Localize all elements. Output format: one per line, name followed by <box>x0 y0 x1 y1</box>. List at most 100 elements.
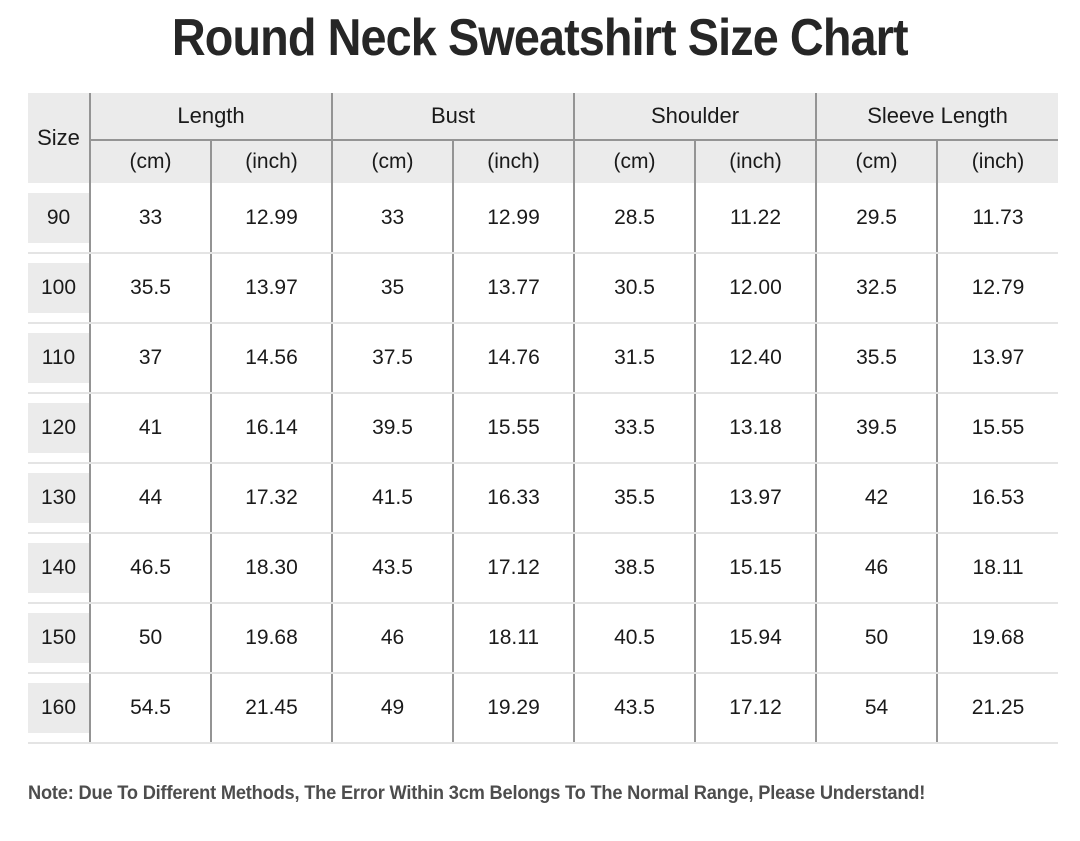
size-value: 90 <box>28 192 89 243</box>
cell-sleeve-inch: 18.11 <box>936 533 1059 604</box>
cell-shoulder-cm: 30.5 <box>573 253 696 324</box>
size-cell: 160 <box>28 673 90 744</box>
size-value: 130 <box>28 473 89 523</box>
cell-sleeve-inch: 13.97 <box>936 323 1059 394</box>
cell-shoulder-inch: 12.40 <box>694 323 817 394</box>
cell-bust-inch: 13.77 <box>452 253 575 324</box>
cell-bust-inch: 15.55 <box>452 393 575 464</box>
cell-bust-cm: 46 <box>331 603 454 674</box>
cell-sleeve-inch: 16.53 <box>936 463 1059 534</box>
cell-length-inch: 14.56 <box>209 323 333 394</box>
cell-length-cm: 54.5 <box>89 673 211 744</box>
page-title-text: Round Neck Sweatshirt Size Chart <box>172 9 909 67</box>
cell-sleeve-inch: 15.55 <box>936 393 1059 464</box>
cell-sleeve-cm: 50 <box>815 603 938 674</box>
cell-length-inch: 18.30 <box>209 533 333 604</box>
cell-shoulder-inch: 15.15 <box>694 533 817 604</box>
cell-bust-cm: 35 <box>331 253 454 324</box>
column-group-length: Length <box>88 93 333 141</box>
column-group-shoulder: Shoulder <box>573 93 817 141</box>
cell-sleeve-cm: 32.5 <box>815 253 938 324</box>
cell-bust-cm: 41.5 <box>331 463 454 534</box>
cell-length-inch: 17.32 <box>209 463 333 534</box>
table-row-size-160: 160 54.5 21.45 49 19.29 43.5 17.12 54 21… <box>28 673 1059 744</box>
table-row-size-90: 90 33 12.99 33 12.99 28.5 11.22 29.5 11.… <box>28 183 1059 254</box>
cell-sleeve-inch: 19.68 <box>936 603 1059 674</box>
cell-shoulder-inch: 15.94 <box>694 603 817 674</box>
cell-bust-cm: 33 <box>331 183 454 254</box>
cell-sleeve-cm: 35.5 <box>815 323 938 394</box>
cell-shoulder-cm: 38.5 <box>573 533 696 604</box>
cell-shoulder-inch: 13.97 <box>694 463 817 534</box>
size-value: 120 <box>28 403 89 453</box>
size-chart-table: Size Length Bust Shoulder Sleeve Length … <box>28 93 1059 744</box>
cell-sleeve-cm: 39.5 <box>815 393 938 464</box>
cell-bust-cm: 37.5 <box>331 323 454 394</box>
column-header-size: Size <box>28 93 90 183</box>
cell-length-inch: 19.68 <box>209 603 333 674</box>
cell-length-cm: 37 <box>89 323 211 394</box>
table-row-size-130: 130 44 17.32 41.5 16.33 35.5 13.97 42 16… <box>28 463 1059 534</box>
size-cell: 110 <box>28 323 90 394</box>
cell-bust-inch: 12.99 <box>452 183 575 254</box>
cell-length-cm: 50 <box>89 603 211 674</box>
header-group-row: Size Length Bust Shoulder Sleeve Length <box>28 93 1059 183</box>
cell-bust-inch: 16.33 <box>452 463 575 534</box>
size-cell: 100 <box>28 253 90 324</box>
column-group-sleeve-length: Sleeve Length <box>815 93 1059 141</box>
size-value: 100 <box>28 263 89 313</box>
size-value: 110 <box>28 333 89 383</box>
cell-bust-inch: 19.29 <box>452 673 575 744</box>
size-cell: 140 <box>28 533 90 604</box>
cell-length-cm: 35.5 <box>89 253 211 324</box>
cell-bust-inch: 18.11 <box>452 603 575 674</box>
cell-sleeve-cm: 54 <box>815 673 938 744</box>
size-cell: 130 <box>28 463 90 534</box>
size-value: 150 <box>28 613 89 663</box>
column-group-bust: Bust <box>331 93 575 141</box>
subheader-sleeve-inch: (inch) <box>936 140 1059 183</box>
cell-shoulder-cm: 40.5 <box>573 603 696 674</box>
cell-shoulder-cm: 31.5 <box>573 323 696 394</box>
size-value: 140 <box>28 543 89 593</box>
cell-length-cm: 41 <box>89 393 211 464</box>
table-row-size-110: 110 37 14.56 37.5 14.76 31.5 12.40 35.5 … <box>28 323 1059 394</box>
cell-shoulder-cm: 33.5 <box>573 393 696 464</box>
cell-sleeve-inch: 21.25 <box>936 673 1059 744</box>
header-unit-row: (cm) (inch) (cm) (inch) (cm) (inch) (cm)… <box>28 140 1059 183</box>
subheader-shoulder-cm: (cm) <box>573 140 696 183</box>
cell-length-inch: 12.99 <box>209 183 333 254</box>
cell-shoulder-inch: 12.00 <box>694 253 817 324</box>
cell-sleeve-inch: 12.79 <box>936 253 1059 324</box>
subheader-sleeve-cm: (cm) <box>815 140 938 183</box>
cell-length-cm: 44 <box>89 463 211 534</box>
cell-sleeve-cm: 46 <box>815 533 938 604</box>
cell-length-inch: 16.14 <box>209 393 333 464</box>
note-text: Note: Due To Different Methods, The Erro… <box>28 783 926 804</box>
cell-sleeve-cm: 29.5 <box>815 183 938 254</box>
cell-bust-inch: 14.76 <box>452 323 575 394</box>
cell-shoulder-inch: 13.18 <box>694 393 817 464</box>
size-cell: 150 <box>28 603 90 674</box>
size-cell: 90 <box>28 183 90 254</box>
size-value: 160 <box>28 683 89 733</box>
cell-length-inch: 21.45 <box>209 673 333 744</box>
table-row-size-120: 120 41 16.14 39.5 15.55 33.5 13.18 39.5 … <box>28 393 1059 464</box>
size-cell: 120 <box>28 393 90 464</box>
page-title: Round Neck Sweatshirt Size Chart <box>0 0 1080 84</box>
cell-length-cm: 33 <box>89 183 211 254</box>
cell-shoulder-inch: 17.12 <box>694 673 817 744</box>
cell-shoulder-inch: 11.22 <box>694 183 817 254</box>
cell-bust-inch: 17.12 <box>452 533 575 604</box>
cell-bust-cm: 39.5 <box>331 393 454 464</box>
table-row-size-150: 150 50 19.68 46 18.11 40.5 15.94 50 19.6… <box>28 603 1059 674</box>
cell-shoulder-cm: 43.5 <box>573 673 696 744</box>
table-row-size-100: 100 35.5 13.97 35 13.77 30.5 12.00 32.5 … <box>28 253 1059 324</box>
cell-shoulder-cm: 35.5 <box>573 463 696 534</box>
subheader-shoulder-inch: (inch) <box>694 140 817 183</box>
cell-bust-cm: 49 <box>331 673 454 744</box>
cell-bust-cm: 43.5 <box>331 533 454 604</box>
subheader-bust-cm: (cm) <box>331 140 454 183</box>
cell-sleeve-inch: 11.73 <box>936 183 1059 254</box>
